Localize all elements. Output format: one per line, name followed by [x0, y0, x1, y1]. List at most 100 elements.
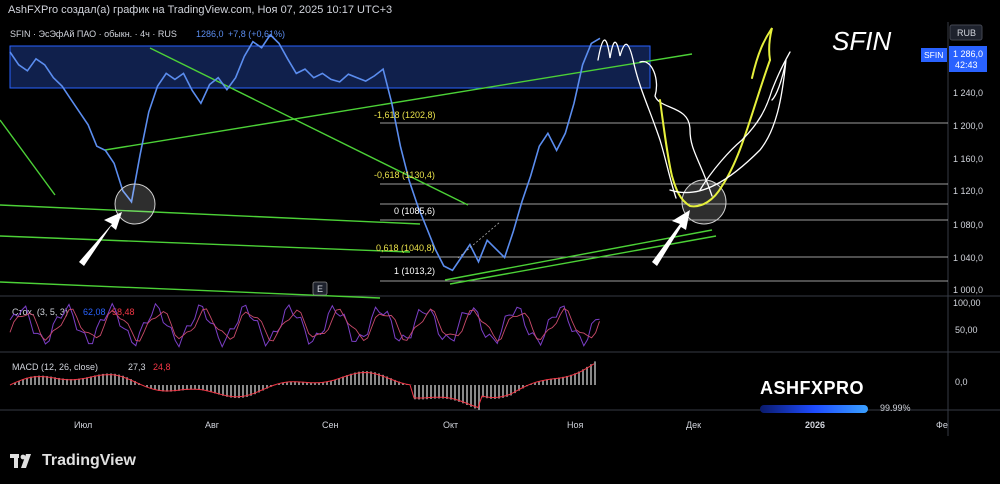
tradingview-logo[interactable]: TradingView — [10, 452, 136, 470]
fib-lines — [380, 122, 948, 282]
price-axis[interactable]: RUB 1 240,0 1 200,0 1 160,0 1 120,0 1 08… — [921, 24, 987, 295]
macd-bar — [218, 385, 220, 395]
macd-bar — [254, 385, 256, 395]
chart-header: AshFXPro создал(а) график на TradingView… — [0, 0, 1000, 22]
stoch-d-value: 58,48 — [112, 307, 135, 317]
macd-bar — [34, 375, 36, 385]
macd-bar — [154, 385, 156, 390]
macd-bar — [18, 380, 20, 385]
macd-bar — [322, 382, 324, 385]
macd-bar — [354, 372, 356, 385]
currency-button[interactable] — [949, 24, 983, 41]
symbol-name[interactable]: SFIN · ЭсЭфАй ПАО · обыкн. · 4ч · RUS — [10, 29, 177, 39]
macd-bar — [306, 382, 308, 385]
macd-histogram — [14, 361, 596, 411]
brand-percent: 99.99% — [880, 403, 911, 413]
macd-bar — [186, 385, 188, 390]
macd-bar — [434, 385, 436, 399]
macd-bar — [398, 381, 400, 385]
price-tick: 1 120,0 — [953, 186, 983, 196]
time-tick: Ноя — [567, 420, 584, 430]
time-tick: Фе — [936, 420, 948, 430]
macd-bar — [134, 381, 136, 385]
price-tag-value: 1 286,0 — [953, 49, 983, 59]
macd-bar — [230, 385, 232, 398]
macd-bar — [562, 376, 564, 385]
macd-bar — [74, 379, 76, 385]
price-tick: 1 160,0 — [953, 154, 983, 164]
macd-bar — [374, 372, 376, 385]
macd-bar — [170, 385, 172, 392]
footer: TradingView — [0, 436, 1000, 484]
resistance-zone[interactable] — [9, 45, 651, 89]
macd-bar — [290, 381, 292, 385]
macd-bar — [310, 382, 312, 385]
macd-bar — [298, 381, 300, 385]
macd-bar — [514, 385, 516, 394]
trend-line — [0, 204, 421, 225]
fib-label: 0 (1085,6) — [394, 206, 435, 216]
earnings-badge-label: E — [317, 284, 323, 294]
macd-bar — [318, 382, 320, 385]
macd-bar — [110, 373, 112, 385]
macd-bar — [550, 378, 552, 385]
macd-bar — [470, 385, 472, 407]
chart-canvas[interactable]: -1,618 (1202,8) -0,618 (1130,4) 0 (1085,… — [0, 22, 1000, 436]
symbol-tag-label: SFIN — [924, 50, 943, 60]
macd-bar — [234, 385, 236, 399]
macd-pane[interactable]: MACD (12, 26, close) 27,3 24,8 0,0 — [9, 361, 968, 411]
macd-bar — [126, 377, 128, 385]
macd-bar — [42, 375, 44, 385]
macd-bar — [582, 369, 584, 385]
macd-bar — [250, 385, 252, 396]
price-tick: 1 080,0 — [953, 220, 983, 230]
time-tick: Дек — [686, 420, 701, 430]
price-line[interactable] — [9, 33, 601, 272]
time-tick: Сен — [322, 420, 339, 430]
macd-bar — [58, 377, 60, 385]
trend-line — [444, 229, 713, 281]
macd-bar — [522, 385, 524, 389]
macd-bar — [534, 382, 536, 385]
macd-bar — [422, 385, 424, 400]
tradingview-logo-icon — [10, 454, 31, 468]
macd-bar — [546, 379, 548, 385]
macd-bar — [454, 385, 456, 401]
macd-bar — [586, 366, 588, 385]
symbol-legend[interactable]: SFIN · ЭсЭфАй ПАО · обыкн. · 4ч · RUS 12… — [10, 29, 285, 39]
macd-bar — [206, 385, 208, 392]
macd-bar — [414, 385, 416, 400]
macd-bar — [530, 384, 532, 385]
macd-bar — [158, 385, 160, 391]
price-change: +7,8 (+0,61%) — [228, 29, 285, 39]
macd-bar — [182, 385, 184, 391]
currency-label: RUB — [957, 28, 976, 38]
earnings-badge[interactable] — [312, 281, 328, 296]
trend-line — [104, 53, 693, 151]
macd-bar — [282, 382, 284, 385]
macd-bar — [418, 385, 420, 400]
macd-label: MACD (12, 26, close) — [12, 362, 98, 372]
macd-bar — [590, 364, 592, 385]
macd-bar — [210, 385, 212, 393]
macd-bar — [122, 375, 124, 385]
macd-bar — [394, 379, 396, 385]
trend-lines[interactable] — [0, 47, 717, 299]
macd-bar — [558, 377, 560, 385]
hand-drawn-projection — [597, 27, 791, 208]
macd-bar — [574, 373, 576, 385]
macd-bar — [174, 385, 176, 392]
macd-bar — [498, 385, 500, 399]
macd-bar — [402, 382, 404, 385]
macd-bar — [242, 385, 244, 398]
macd-bar — [438, 385, 440, 399]
stochastic-pane[interactable]: Стох. (3, 5, 3) 62,08 58,48 100,00 50,00 — [9, 298, 981, 349]
time-axis[interactable]: Июл Авг Сен Окт Ноя Дек 2026 Фе — [74, 420, 948, 430]
macd-bar — [22, 379, 24, 385]
macd-bar — [542, 380, 544, 385]
macd-bar — [442, 385, 444, 399]
macd-bar — [78, 378, 80, 385]
stoch-label: Стох. (3, 5, 3) — [12, 307, 68, 317]
macd-bar — [178, 385, 180, 391]
macd-bar — [426, 385, 428, 400]
